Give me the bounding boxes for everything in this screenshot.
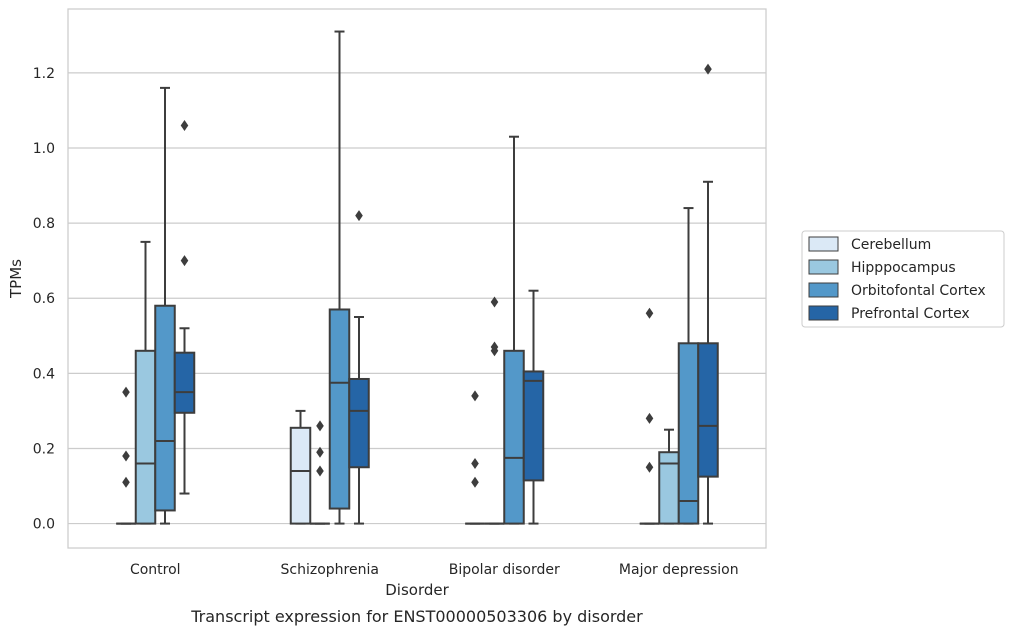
outlier-point [490,341,499,353]
outlier-point [316,465,324,477]
box-orbitofontal-cortex [328,30,351,525]
y-tick-label: 0.8 [33,216,55,232]
box-cerebellum [116,386,136,525]
outlier-point [122,386,130,398]
y-tick-label: 0.0 [33,517,55,533]
x-tick-label: Bipolar disorder [449,562,560,578]
box-prefrontal-cortex [173,119,196,495]
x-tick-label: Control [130,562,181,578]
legend-label: Hipppocampus [851,260,956,276]
y-tick-label: 0.6 [33,291,55,307]
x-tick-labels: Control Schizophrenia Bipolar disorder Majo… [130,562,739,578]
legend: Cerebellum Hipppocampus Orbitofontal Corte… [801,230,1005,328]
y-axis-label: TPMs [7,259,25,299]
box-iqr [134,349,157,525]
legend-label: Orbitofontal Cortex [851,283,986,299]
y-tick-label: 0.4 [33,366,55,382]
legend-swatch [808,259,839,275]
y-tick-labels: 0.0 0.2 0.4 0.6 0.8 1.0 1.2 [33,66,55,533]
outlier-point [645,461,654,473]
box-iqr [503,349,525,525]
x-tick-label: Schizophrenia [281,562,379,578]
box-prefrontal-cortex [348,210,370,525]
box-iqr [522,370,545,482]
box-iqr [677,342,700,525]
outlier-point [704,63,712,75]
legend-label: Prefrontal Cortex [851,306,970,322]
chart-caption: Transcript expression for ENST0000050330… [190,607,643,626]
outlier-point [471,390,479,402]
outlier-point [645,307,654,319]
box-plots [116,30,719,525]
y-tick-label: 1.2 [33,66,55,82]
box-orbitofontal-cortex [503,135,525,525]
box-iqr [348,377,370,469]
outlier-point [180,119,189,131]
outlier-point [180,255,189,267]
plot-frame [67,8,767,549]
outlier-point [645,412,654,424]
legend-swatch [808,236,839,252]
legend-swatch [808,282,839,298]
legend-frame [801,230,1005,328]
box-iqr [154,304,176,512]
box-iqr [328,308,351,510]
box-prefrontal-cortex [697,63,719,525]
x-tick-label: Major depression [619,562,739,578]
outlier-point [316,420,324,432]
box-iqr [697,342,719,478]
box-cerebellum [289,409,312,525]
box-hipppocampus [310,420,330,525]
y-tick-label: 1.0 [33,141,55,157]
outlier-point [122,450,130,462]
box-orbitofontal-cortex [154,86,176,525]
legend-swatch [808,305,839,321]
box-cerebellum [465,390,485,525]
box-iqr [289,426,312,525]
box-prefrontal-cortex [522,289,545,525]
x-axis-label: Disorder [385,581,449,599]
outlier-point [471,457,479,469]
y-tick-label: 0.2 [33,441,55,457]
outlier-point [122,476,130,488]
outlier-point [316,446,324,458]
outlier-point [355,210,363,222]
box-hipppocampus [484,296,505,525]
outlier-point [471,476,479,488]
box-iqr [173,351,196,414]
legend-label: Cerebellum [851,237,931,253]
box-cerebellum [639,307,660,525]
outlier-point [490,296,499,308]
